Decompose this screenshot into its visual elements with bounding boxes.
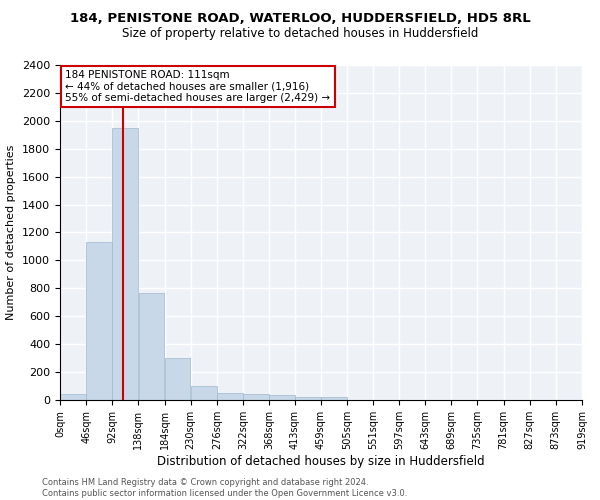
Bar [139,292,164,400]
Bar [243,394,269,400]
Bar [112,128,138,400]
Bar [60,394,86,400]
Bar [191,386,217,400]
Bar [86,242,112,400]
Bar [217,393,243,400]
Text: 184 PENISTONE ROAD: 111sqm
← 44% of detached houses are smaller (1,916)
55% of s: 184 PENISTONE ROAD: 111sqm ← 44% of deta… [65,70,331,103]
Bar [295,396,320,400]
Bar [321,396,347,400]
Y-axis label: Number of detached properties: Number of detached properties [7,145,16,320]
Bar [269,395,295,400]
Bar [164,358,190,400]
X-axis label: Distribution of detached houses by size in Huddersfield: Distribution of detached houses by size … [157,454,485,468]
Text: 184, PENISTONE ROAD, WATERLOO, HUDDERSFIELD, HD5 8RL: 184, PENISTONE ROAD, WATERLOO, HUDDERSFI… [70,12,530,26]
Text: Size of property relative to detached houses in Huddersfield: Size of property relative to detached ho… [122,28,478,40]
Text: Contains HM Land Registry data © Crown copyright and database right 2024.
Contai: Contains HM Land Registry data © Crown c… [42,478,407,498]
